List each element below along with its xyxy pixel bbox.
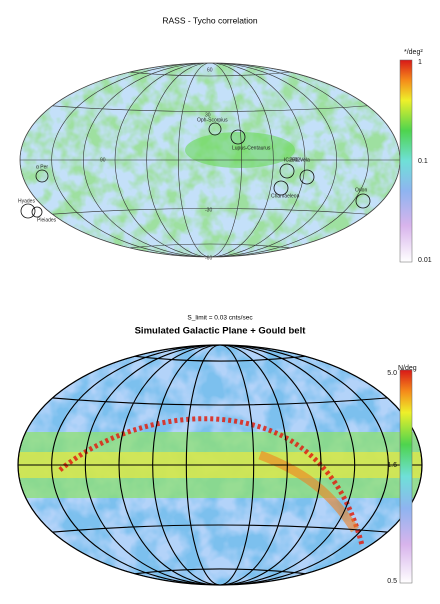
colorbar-tick: 5.0 (387, 370, 397, 377)
region-label: Oph-Scorpius (197, 117, 228, 123)
region-label: Pleiades (37, 217, 57, 223)
grid-label: 60 (207, 67, 213, 73)
region-label: α Per (36, 164, 48, 170)
colorbar-label: */deg² (404, 49, 423, 56)
colorbar-tick: 0.1 (418, 158, 428, 165)
colorbar-tick: 0.01 (418, 257, 432, 264)
grid-label: 90 (100, 157, 106, 163)
colorbar (400, 370, 412, 583)
region-label: Hyades (18, 198, 35, 204)
region-label: Lupus-Centaurus (232, 145, 271, 151)
bottom-map (0, 345, 440, 585)
region-label: Chamaeleon (271, 193, 300, 199)
colorbar-label: N/deg (398, 365, 417, 372)
grid-label: 270 (290, 157, 299, 163)
region-label: Orion (355, 187, 367, 193)
colorbar-tick: 1.6 (387, 462, 397, 469)
grid-label: -60 (205, 255, 212, 261)
top-title: RASS - Tycho correlation (162, 15, 258, 25)
colorbar-tick: 0.5 (387, 578, 397, 585)
region-label: Vela (300, 157, 310, 163)
grid-label: -30 (205, 207, 212, 213)
region-marker (32, 207, 42, 217)
grid-label: 30 (205, 112, 211, 118)
figure: RASS - Tycho correlation Oph-Scorpius Lup… (0, 0, 440, 599)
colorbar-tick: 1 (418, 59, 422, 66)
region-marker (21, 204, 35, 218)
colorbar (400, 60, 412, 262)
top-map (0, 63, 420, 257)
bottom-title: Simulated Galactic Plane + Gould belt (135, 326, 307, 337)
caption: S_limit = 0.03 cnts/sec (187, 315, 253, 322)
